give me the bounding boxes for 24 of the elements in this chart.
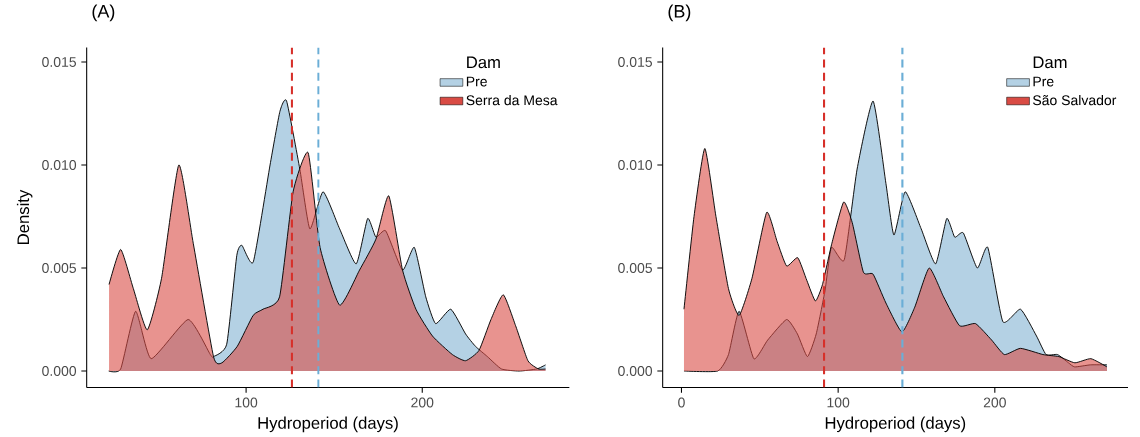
- x-tick-label: 200: [983, 397, 1006, 408]
- legend-title: Dam: [467, 56, 500, 69]
- x-tick-label: 200: [411, 397, 434, 408]
- legend-label: Pre: [466, 76, 487, 87]
- y-tick-label: 0.015: [618, 57, 653, 68]
- y-tick-label: 0.000: [618, 366, 653, 377]
- legend-label: Pre: [1033, 76, 1054, 87]
- y-tick-label: 0.015: [42, 57, 77, 68]
- y-tick-label: 0.005: [618, 263, 653, 274]
- x-tick-label: 100: [235, 397, 258, 408]
- x-tick-label: 0: [678, 397, 685, 408]
- x-axis-title: Hydroperiod (days): [825, 416, 966, 433]
- y-tick-label: 0.000: [42, 366, 77, 377]
- legend-title: Dam: [1033, 56, 1067, 69]
- chart-title: (B): [668, 4, 691, 22]
- legend-label: São Salvador: [1032, 95, 1117, 106]
- x-tick-label: 100: [827, 397, 850, 408]
- y-tick-label: 0.005: [42, 263, 77, 274]
- y-tick-label: 0.010: [618, 160, 653, 171]
- y-tick-label: 0.010: [42, 160, 77, 171]
- chart-title: (A): [92, 4, 115, 22]
- x-axis-title: Hydroperiod (days): [258, 416, 398, 433]
- legend-label: Serra da Mesa: [466, 95, 558, 106]
- y-axis-title: Density: [16, 189, 33, 245]
